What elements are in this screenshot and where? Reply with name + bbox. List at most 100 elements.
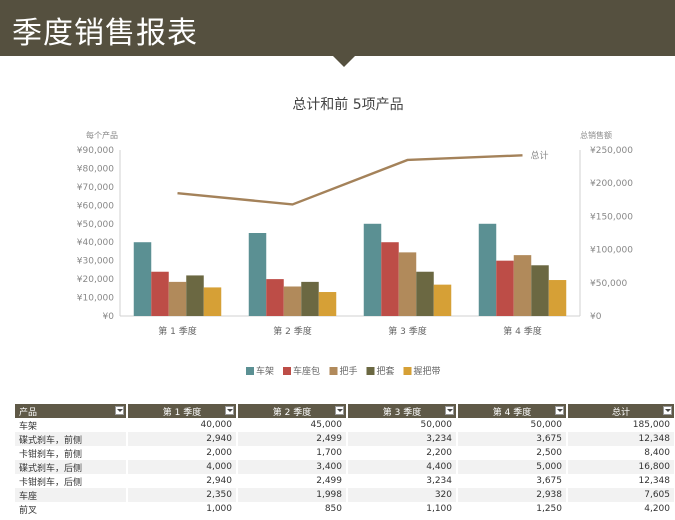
value-cell[interactable]: 2,938 [457, 488, 568, 502]
header-total[interactable]: 总计 [567, 404, 675, 418]
value-cell[interactable]: 4,000 [127, 460, 238, 474]
value-cell[interactable]: 2,499 [237, 432, 348, 446]
value-cell[interactable]: 320 [347, 488, 458, 502]
y-left-axis-label: 每个产品 [86, 130, 118, 140]
y-left-tick-label: ¥0 [103, 312, 115, 322]
table-row[interactable]: 车架 40,000 45,000 50,000 50,000 185,000 [15, 418, 675, 432]
table-row[interactable]: 碟式刹车，前侧 2,940 2,499 3,234 3,675 12,348 [15, 432, 675, 446]
product-name-cell[interactable]: 车座 [15, 488, 128, 502]
product-name-cell[interactable]: 碟式刹车，前侧 [15, 432, 128, 446]
value-cell[interactable]: 2,200 [347, 446, 458, 460]
legend-label: 把套 [377, 365, 395, 377]
value-cell[interactable]: 2,350 [127, 488, 238, 502]
product-name-cell[interactable]: 碟式刹车，后侧 [15, 460, 128, 474]
legend-swatch [403, 367, 412, 375]
value-cell[interactable]: 4,400 [347, 460, 458, 474]
value-cell[interactable]: 4,200 [567, 502, 675, 516]
value-cell[interactable]: 40,000 [127, 418, 238, 432]
header-q1[interactable]: 第 1 季度 [127, 404, 238, 418]
value-cell[interactable]: 185,000 [567, 418, 675, 432]
y-right-tick-label: ¥200,000 [590, 179, 633, 189]
y-right-tick-label: ¥150,000 [590, 212, 633, 222]
x-tick-label: 第 4 季度 [503, 325, 541, 337]
bar-车座包 [266, 279, 284, 316]
legend-swatch [366, 367, 375, 375]
chart-total-line: 总计 [177, 149, 549, 206]
chart-bars [133, 223, 567, 316]
value-cell[interactable]: 1,100 [347, 502, 458, 516]
filter-dropdown-icon[interactable] [555, 406, 564, 415]
y-right-tick-label: ¥100,000 [590, 246, 633, 256]
sales-table-container[interactable]: 产品 第 1 季度 第 2 季度 第 3 季度 第 4 季度 总计 车架 40,0… [15, 404, 675, 520]
value-cell[interactable]: 3,675 [457, 432, 568, 446]
product-name-cell[interactable]: 卡钳刹车，后侧 [15, 474, 128, 488]
bar-握把带 [548, 280, 567, 316]
value-cell[interactable]: 8,400 [567, 446, 675, 460]
y-right-tick-label: ¥0 [590, 312, 602, 322]
y-left-tick-label: ¥10,000 [77, 294, 114, 304]
header-q2[interactable]: 第 2 季度 [237, 404, 348, 418]
value-cell[interactable]: 1,250 [457, 502, 568, 516]
value-cell[interactable]: 16,800 [567, 460, 675, 474]
bar-车架 [133, 242, 152, 316]
filter-dropdown-icon[interactable] [225, 406, 234, 415]
product-name-cell[interactable]: 卡钳刹车，前侧 [15, 446, 128, 460]
table-row[interactable]: 前叉 1,000 850 1,100 1,250 4,200 [15, 502, 675, 516]
value-cell[interactable]: 2,499 [237, 474, 348, 488]
bar-把套 [186, 275, 204, 316]
value-cell[interactable]: 3,234 [347, 432, 458, 446]
value-cell[interactable]: 2,500 [457, 446, 568, 460]
y-left-tick-label: ¥90,000 [77, 146, 114, 156]
header-product[interactable]: 产品 [15, 404, 128, 418]
value-cell[interactable]: 45,000 [237, 418, 348, 432]
table-row[interactable]: 碟式刹车，后侧 4,000 3,400 4,400 5,000 16,800 [15, 460, 675, 474]
legend-swatch [283, 367, 291, 375]
value-cell[interactable]: 3,400 [237, 460, 348, 474]
value-cell[interactable]: 2,940 [127, 432, 238, 446]
value-cell[interactable]: 2,000 [127, 446, 238, 460]
table-row[interactable]: 车座 2,350 1,998 320 2,938 7,605 [15, 488, 675, 502]
x-tick-label: 第 2 季度 [273, 325, 311, 337]
y-left-tick-label: ¥80,000 [77, 164, 114, 174]
chart-axes: ¥0 ¥10,000 ¥20,000 ¥30,000 ¥40,000 ¥50,000 ¥60… [77, 146, 633, 337]
table-row[interactable]: 卡钳刹车，前侧 2,000 1,700 2,200 2,500 8,400 [15, 446, 675, 460]
filter-dropdown-icon[interactable] [445, 406, 454, 415]
filter-dropdown-icon[interactable] [663, 406, 672, 415]
filter-dropdown-icon[interactable] [115, 406, 124, 415]
product-name-cell[interactable]: 前叉 [15, 502, 128, 516]
y-left-tick-label: ¥70,000 [77, 183, 114, 193]
header-banner: 季度销售报表 [0, 0, 675, 56]
value-cell[interactable]: 1,000 [127, 502, 238, 516]
table-header-row: 产品 第 1 季度 第 2 季度 第 3 季度 第 4 季度 总计 [15, 404, 675, 418]
total-line-label: 总计 [531, 149, 549, 161]
value-cell[interactable]: 3,675 [457, 474, 568, 488]
value-cell[interactable]: 850 [237, 502, 348, 516]
header-q4[interactable]: 第 4 季度 [457, 404, 568, 418]
y-left-tick-label: ¥50,000 [77, 220, 114, 230]
legend-swatch [329, 367, 338, 375]
value-cell[interactable]: 50,000 [457, 418, 568, 432]
value-cell[interactable]: 50,000 [347, 418, 458, 432]
filter-dropdown-icon[interactable] [335, 406, 344, 415]
value-cell[interactable]: 1,700 [237, 446, 348, 460]
page-title: 季度销售报表 [12, 16, 198, 51]
y-left-tick-label: ¥20,000 [77, 275, 114, 285]
value-cell[interactable]: 1,998 [237, 488, 348, 502]
value-cell[interactable]: 5,000 [457, 460, 568, 474]
bar-把手 [513, 255, 532, 316]
legend-label: 握把带 [414, 365, 441, 377]
y-right-tick-label: ¥250,000 [590, 146, 633, 156]
chart-legend[interactable]: 车架 车座包 把手 把套 握把带 [246, 365, 441, 377]
value-cell[interactable]: 3,234 [347, 474, 458, 488]
table-row[interactable]: 卡钳刹车，后侧 2,940 2,499 3,234 3,675 12,348 [15, 474, 675, 488]
sales-chart[interactable]: 总计和前 5项产品 每个产品 总销售额 ¥0 ¥10,000 ¥20,000 ¥30,… [0, 80, 675, 400]
bar-车架 [248, 233, 267, 316]
value-cell[interactable]: 7,605 [567, 488, 675, 502]
value-cell[interactable]: 2,940 [127, 474, 238, 488]
header-q3[interactable]: 第 3 季度 [347, 404, 458, 418]
product-name-cell[interactable]: 车架 [15, 418, 128, 432]
value-cell[interactable]: 12,348 [567, 474, 675, 488]
y-right-axis-label: 总销售额 [580, 130, 612, 140]
value-cell[interactable]: 12,348 [567, 432, 675, 446]
bar-车座包 [151, 271, 169, 316]
